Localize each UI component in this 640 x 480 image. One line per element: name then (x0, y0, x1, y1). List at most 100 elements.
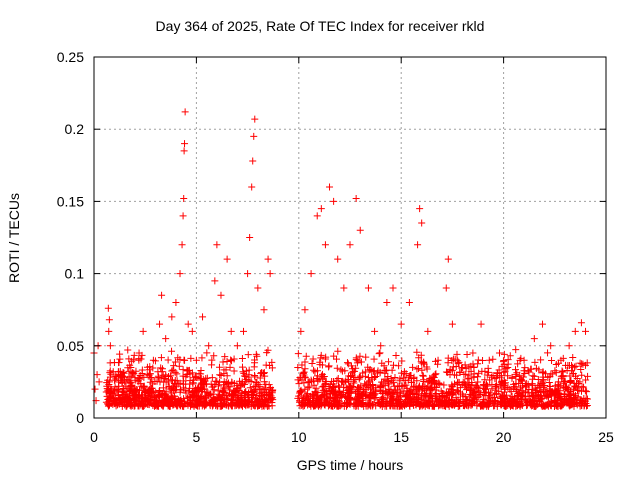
data-point (352, 354, 360, 362)
data-point (525, 368, 533, 376)
data-point (134, 391, 142, 399)
data-point (574, 393, 582, 401)
data-point (188, 327, 196, 335)
data-point (198, 402, 206, 410)
data-point (519, 382, 527, 390)
data-point (309, 394, 317, 402)
data-point (240, 369, 248, 377)
data-point (321, 241, 329, 249)
data-point (109, 400, 117, 408)
data-point (479, 381, 487, 389)
data-point (565, 342, 573, 350)
data-point (112, 396, 120, 404)
data-point (463, 351, 471, 359)
data-point (328, 384, 336, 392)
data-point (556, 397, 564, 405)
data-point (220, 389, 228, 397)
data-point (486, 394, 494, 402)
data-point (448, 357, 456, 365)
data-point (569, 363, 577, 371)
data-point (246, 384, 254, 392)
data-point (442, 388, 450, 396)
data-point (549, 370, 557, 378)
data-point (179, 212, 187, 220)
data-point (473, 397, 481, 405)
data-point (181, 356, 189, 364)
data-point (192, 356, 200, 364)
data-point (252, 386, 260, 394)
data-point (203, 388, 211, 396)
data-point (394, 382, 402, 390)
data-point (400, 381, 408, 389)
data-point (383, 366, 391, 374)
data-point (300, 371, 308, 379)
data-point (105, 316, 113, 324)
data-point (261, 372, 269, 380)
data-point (569, 399, 577, 407)
data-point (213, 402, 221, 410)
data-point (170, 362, 178, 370)
data-point (376, 368, 384, 376)
data-point (266, 270, 274, 278)
data-point (181, 140, 189, 148)
data-point (124, 346, 132, 354)
data-point (139, 398, 147, 406)
data-point (159, 371, 167, 379)
data-point (485, 356, 493, 364)
data-point (366, 400, 374, 408)
data-point (521, 381, 529, 389)
data-point (512, 346, 520, 354)
data-point (582, 376, 590, 384)
data-point (529, 400, 537, 408)
data-point (315, 395, 323, 403)
data-point (383, 402, 391, 410)
data-point (104, 385, 112, 393)
data-point (244, 351, 252, 359)
data-point (570, 379, 578, 387)
data-point (175, 362, 183, 370)
data-point (256, 374, 264, 382)
data-point (381, 382, 389, 390)
data-point (354, 357, 362, 365)
data-point (179, 372, 187, 380)
data-point (367, 385, 375, 393)
data-point (317, 372, 325, 380)
data-point (489, 355, 497, 363)
data-point (390, 395, 398, 403)
data-point (504, 400, 512, 408)
data-point (326, 183, 334, 191)
data-point (347, 371, 355, 379)
data-point (422, 393, 430, 401)
data-point (252, 350, 260, 358)
data-point (530, 393, 538, 401)
data-point (148, 389, 156, 397)
data-point (239, 380, 247, 388)
data-point (563, 398, 571, 406)
data-point (262, 380, 270, 388)
data-point (539, 320, 547, 328)
data-point (468, 399, 476, 407)
data-point (106, 342, 114, 350)
data-point (300, 402, 308, 410)
data-point (170, 392, 178, 400)
data-point (391, 373, 399, 381)
data-point (366, 377, 374, 385)
data-point (325, 363, 333, 371)
data-point (331, 394, 339, 402)
data-point (189, 393, 197, 401)
data-point (347, 383, 355, 391)
data-point (463, 396, 471, 404)
data-point (219, 358, 227, 366)
data-point (346, 241, 354, 249)
data-point (384, 380, 392, 388)
data-point (321, 380, 329, 388)
data-point (131, 387, 139, 395)
data-point (441, 398, 449, 406)
data-point (314, 377, 322, 385)
data-point (491, 398, 499, 406)
data-point (126, 388, 134, 396)
data-point (562, 383, 570, 391)
data-point (474, 360, 482, 368)
data-point (480, 400, 488, 408)
data-point (359, 396, 367, 404)
